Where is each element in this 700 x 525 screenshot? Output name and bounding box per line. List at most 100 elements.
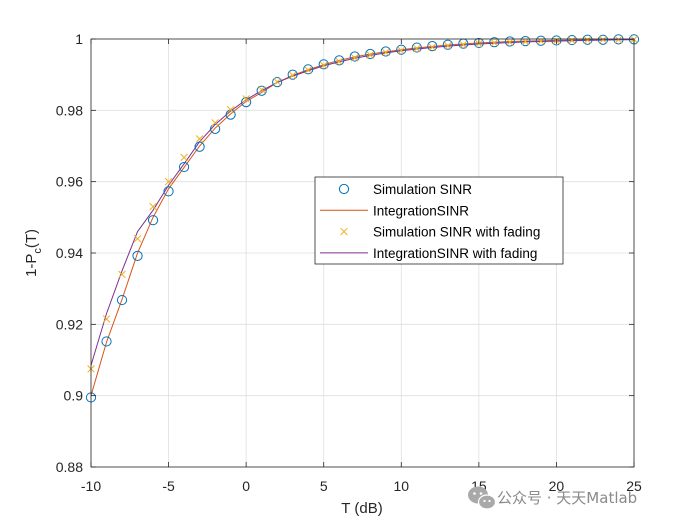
data-point-circle bbox=[334, 55, 345, 66]
data-point-circle bbox=[396, 44, 407, 55]
data-point-circle bbox=[256, 85, 267, 96]
data-point-x bbox=[428, 43, 437, 51]
data-point-x bbox=[568, 36, 576, 45]
data-point-x bbox=[506, 38, 514, 46]
x-tick-label: 10 bbox=[393, 478, 409, 494]
data-point-x bbox=[149, 202, 157, 211]
series-line bbox=[90, 39, 634, 366]
series-simulation-sinr-with-fading bbox=[87, 35, 638, 373]
data-point-circle bbox=[163, 186, 174, 197]
y-tick-label: 1 bbox=[75, 31, 83, 47]
legend-entry: Simulation SINR bbox=[338, 182, 472, 197]
wechat-icon bbox=[468, 486, 497, 510]
data-point-x bbox=[118, 270, 126, 279]
data-point-x bbox=[242, 95, 250, 103]
y-tick-label: 0.98 bbox=[56, 102, 83, 118]
data-point-x bbox=[413, 44, 421, 53]
x-axis-label: T (dB) bbox=[341, 500, 382, 517]
y-axis-label-main: 1-P bbox=[23, 254, 40, 277]
data-point-x bbox=[319, 61, 328, 70]
data-point-circle bbox=[194, 141, 205, 152]
data-point-x bbox=[195, 135, 204, 143]
data-point-circle bbox=[132, 250, 143, 261]
tick-labels: -10 -5 0 5 10 15 20 250.880.90.920.940.960.981 bbox=[56, 31, 642, 494]
data-point-circle bbox=[551, 35, 562, 46]
data-point-x bbox=[164, 177, 173, 186]
data-point-x bbox=[459, 40, 468, 49]
data-point-circle bbox=[520, 36, 531, 47]
x-tick-label: -10 bbox=[81, 478, 101, 494]
data-point-circle bbox=[582, 34, 593, 45]
data-point-circle bbox=[272, 77, 283, 88]
data-point-x bbox=[102, 315, 111, 323]
data-point-x bbox=[304, 66, 312, 74]
data-point-circle bbox=[489, 37, 500, 48]
data-point-x bbox=[366, 51, 375, 59]
data-point-circle bbox=[411, 42, 422, 53]
data-point-circle bbox=[442, 39, 453, 50]
ticks bbox=[90, 38, 635, 468]
data-point-x bbox=[273, 78, 281, 86]
data-point-circle bbox=[349, 51, 360, 62]
y-tick-label: 0.94 bbox=[56, 245, 83, 261]
data-point-circle bbox=[504, 36, 515, 47]
legend-box bbox=[314, 176, 564, 265]
series-layer bbox=[85, 34, 640, 403]
y-tick-label: 0.96 bbox=[56, 174, 83, 190]
legend-label: Simulation SINR with fading bbox=[373, 225, 540, 240]
data-point-x bbox=[211, 119, 219, 127]
legend-label: IntegrationSINR with fading bbox=[373, 246, 537, 261]
data-point-x bbox=[350, 54, 359, 62]
data-point-circle bbox=[535, 35, 547, 46]
x-tick-label: 5 bbox=[320, 478, 328, 494]
series-integrationsinr-with-fading bbox=[90, 39, 634, 366]
legend-label: Simulation SINR bbox=[373, 182, 472, 197]
data-point-circle bbox=[318, 59, 329, 70]
x-tick-label: 25 bbox=[626, 478, 642, 494]
legend-label: IntegrationSINR bbox=[373, 203, 469, 218]
data-point-x bbox=[397, 46, 406, 55]
x-tick-label: 20 bbox=[549, 478, 565, 494]
data-point-circle bbox=[303, 64, 314, 75]
data-point-x bbox=[583, 36, 592, 44]
legend-x-swatch bbox=[340, 227, 348, 236]
y-tick-label: 0.88 bbox=[56, 459, 83, 475]
data-point-circle bbox=[566, 34, 578, 46]
data-point-circle bbox=[473, 37, 484, 49]
data-point-circle bbox=[210, 123, 221, 134]
x-tick-label: -5 bbox=[162, 478, 175, 494]
data-point-x bbox=[288, 71, 297, 80]
watermark-text: 公众号 · 天天Matlab bbox=[497, 489, 637, 507]
data-point-circle bbox=[241, 97, 252, 108]
data-point-circle bbox=[116, 294, 128, 306]
data-point-x bbox=[444, 42, 452, 50]
data-point-x bbox=[226, 105, 235, 114]
y-tick-label: 0.9 bbox=[64, 388, 84, 404]
data-point-circle bbox=[287, 69, 298, 80]
watermark: 公众号 · 天天Matlab bbox=[468, 486, 637, 510]
data-point-circle bbox=[365, 48, 376, 60]
data-point-circle bbox=[178, 161, 190, 173]
data-point-x bbox=[599, 35, 607, 44]
legend: Simulation SINR IntegrationSINR Simulation… bbox=[314, 176, 564, 265]
data-point-x bbox=[614, 35, 623, 44]
y-axis-label-suffix: (T) bbox=[23, 229, 40, 248]
legend-entry: IntegrationSINR with fading bbox=[320, 246, 537, 261]
data-point-circle bbox=[597, 34, 609, 45]
y-tick-label: 0.92 bbox=[56, 316, 83, 332]
data-point-x bbox=[382, 48, 390, 57]
x-tick-label: 0 bbox=[242, 478, 250, 494]
data-point-x bbox=[133, 234, 142, 243]
data-point-circle bbox=[427, 41, 438, 52]
legend-entry: IntegrationSINR bbox=[320, 203, 469, 218]
legend-circle-swatch bbox=[338, 183, 350, 195]
y-axis-label-sub: c bbox=[32, 248, 44, 254]
legend-entry: Simulation SINR with fading bbox=[340, 225, 540, 240]
data-point-circle bbox=[147, 215, 159, 226]
y-axis-label: 1-Pc(T) bbox=[23, 229, 44, 277]
data-point-x bbox=[335, 57, 343, 66]
data-point-circle bbox=[101, 336, 112, 347]
data-point-x bbox=[180, 153, 188, 162]
data-point-x bbox=[490, 39, 499, 47]
